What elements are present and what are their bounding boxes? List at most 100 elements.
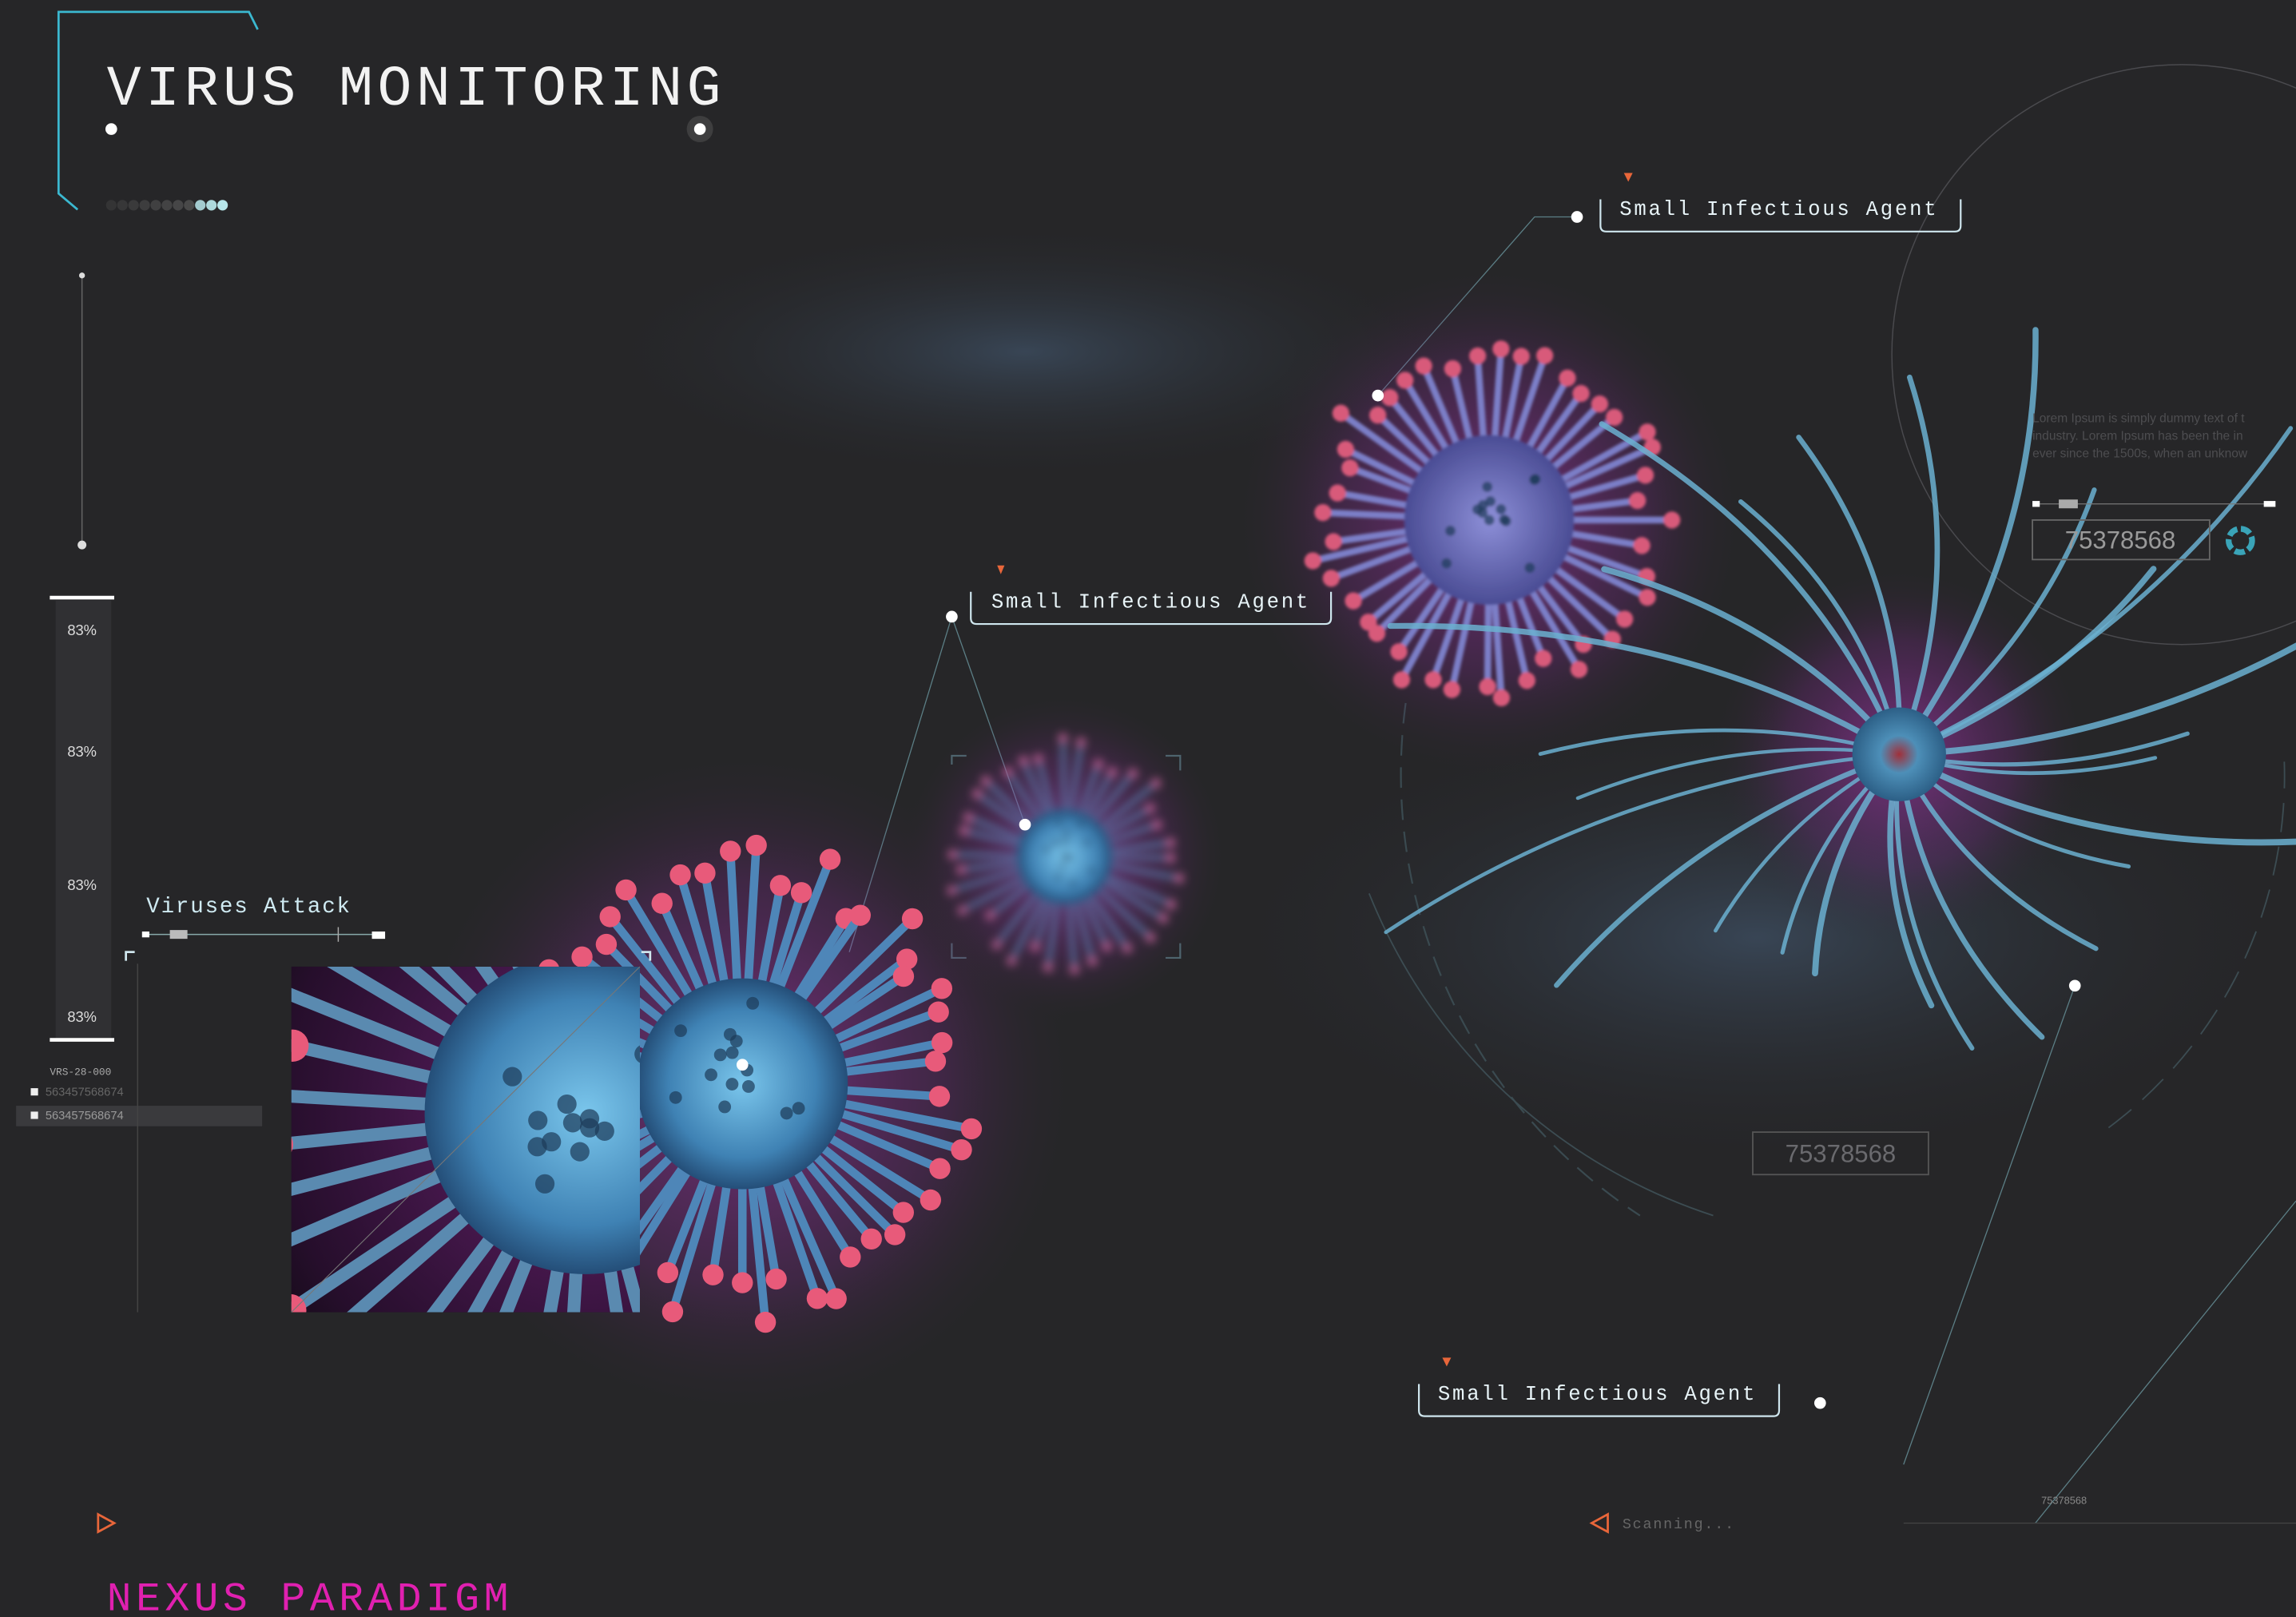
dendrite [1554,751,1902,988]
spike-tip [1492,689,1511,707]
spike-tip [769,875,792,896]
spike-tip [1019,756,1029,766]
pore [1077,822,1083,828]
pore [1059,862,1066,869]
spike-tip [651,892,673,914]
spike-tip [1332,404,1350,422]
virus [291,966,640,1313]
spike [831,1098,976,1134]
slider-knob [169,930,188,940]
gauge-code: VRS-28-000 [50,1066,111,1078]
pore [669,1091,682,1104]
spike [1006,769,1043,823]
dendrite [1387,622,1902,757]
spike-tip [1479,677,1496,696]
spike [1547,562,1628,623]
spike-tip [825,1288,847,1309]
spike-tip [1392,671,1411,689]
arc [1400,702,1641,1217]
title-bracket [57,10,259,211]
callout-label: Small Infectious Agent [1438,1383,1757,1406]
gauge-level: 83% [67,743,97,760]
spike [1510,352,1548,451]
spike [1374,411,1437,471]
spike-tip [599,906,621,928]
frame-corner [125,951,652,961]
spike [663,1167,712,1277]
spike [754,1173,781,1284]
pore [723,1027,737,1041]
spike-tip [1127,769,1138,779]
dot [117,200,128,211]
marker-dot [1571,211,1583,223]
spike-tip [745,834,767,856]
spike [1398,583,1456,684]
virus [502,834,983,1333]
spike-tip [595,933,618,956]
info-line: ever since the 1500s, when an unknow [2032,447,2248,461]
spike [291,1142,452,1196]
pore [1500,515,1511,526]
spike-tip [920,1189,942,1211]
spike [1429,588,1468,684]
spike [1086,890,1130,951]
spike [1021,759,1050,819]
spike-tip [963,812,974,823]
spike-tip [291,1029,309,1062]
spike-tip [1087,956,1098,966]
spike-tip [892,965,915,987]
spike [766,888,806,998]
spike [709,1173,733,1279]
spike-tip [657,1261,679,1284]
spike-tip [1443,681,1461,698]
spike [1386,394,1445,464]
spike-tip [1146,932,1156,943]
slider-end [371,931,386,940]
spike-tip [1058,733,1068,744]
spike [1525,582,1583,673]
spike [1561,497,1641,514]
marker-dot [946,610,958,623]
spike [1319,509,1416,520]
callout-box [1417,1384,1781,1417]
spike-tip [819,848,841,870]
slider-end [2032,501,2040,507]
spike [805,1146,900,1239]
pore [1043,846,1050,852]
spike-tip [1518,672,1535,689]
slider-end [141,931,149,938]
pore [1482,481,1493,492]
spike [1333,489,1418,511]
pore [1445,526,1456,536]
virus [1304,340,1681,707]
readout: 75378568 [1786,1140,1897,1168]
spike [816,971,908,1035]
dot [128,200,139,211]
spike-tip [1368,407,1387,424]
gauge-level: 83% [67,622,97,638]
spike-tip [1663,511,1681,529]
leader-line [2035,1200,2296,1524]
pore [528,1110,548,1130]
pore [1088,867,1094,874]
spike-tip [754,1311,777,1333]
spike [399,966,481,1027]
spike [1522,374,1571,457]
spike [291,987,458,1066]
spike [1081,894,1109,949]
spike-tip [1033,753,1043,764]
spike-tip [1636,467,1654,484]
callout-box [970,591,1333,626]
spike-tip [896,948,918,970]
spike-tip [790,882,812,904]
gauge-level: 83% [67,1008,97,1025]
spike [1066,898,1077,971]
spike-tip [981,776,991,786]
pore [1052,840,1059,846]
marker-dot [736,1059,749,1071]
id-highlight [16,1106,263,1126]
spike-tip [1122,943,1133,953]
spike [1500,352,1525,449]
leader-line [1903,985,2076,1465]
